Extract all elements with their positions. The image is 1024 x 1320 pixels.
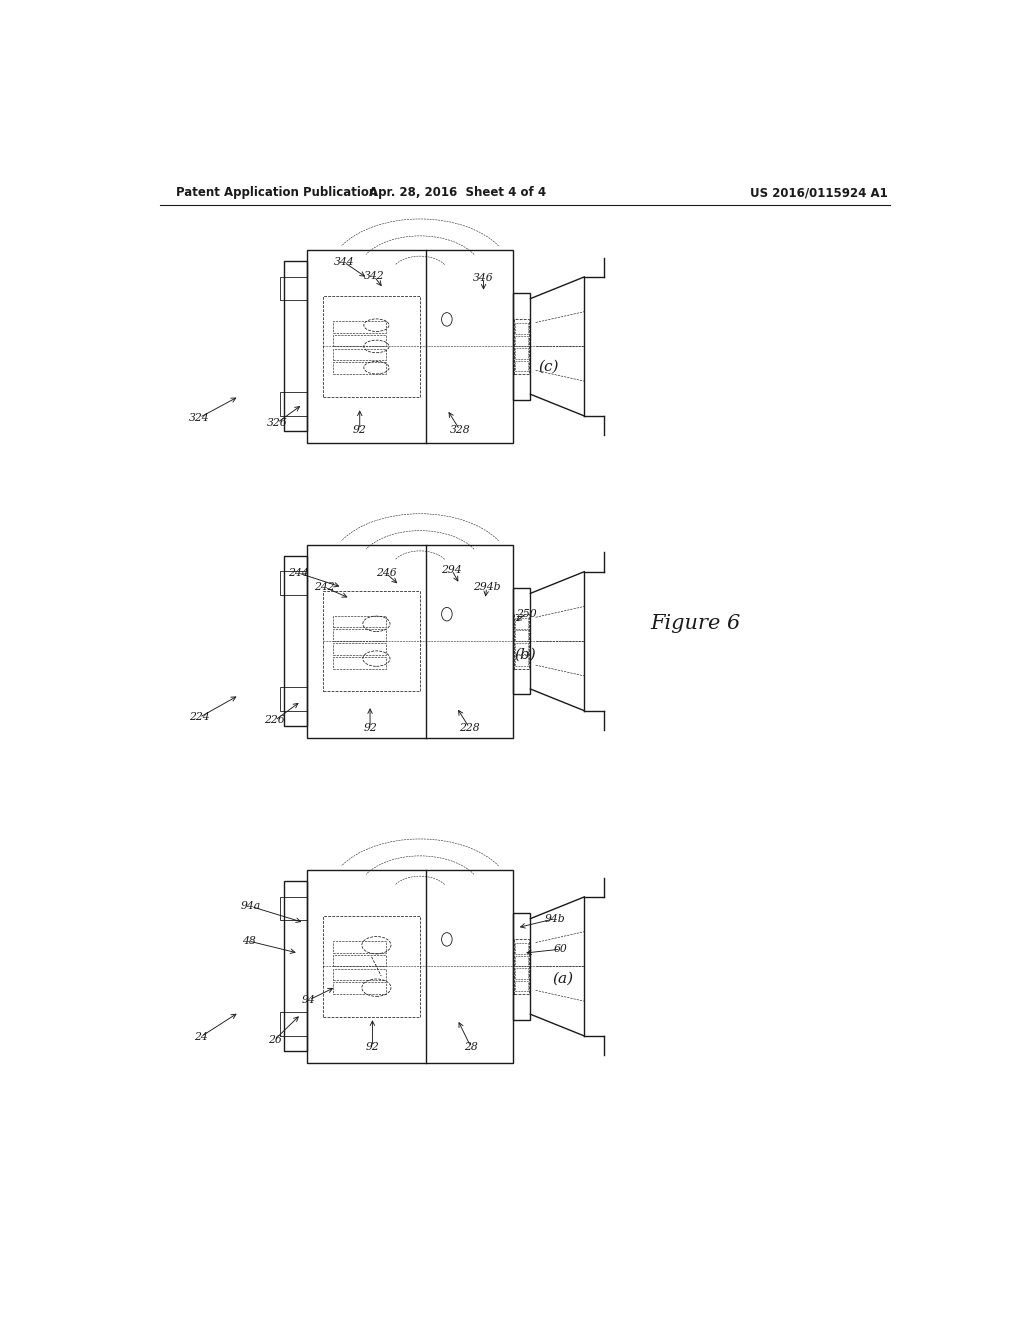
Text: 48: 48 <box>242 936 256 946</box>
Text: 60: 60 <box>554 944 567 954</box>
Bar <box>514 618 527 628</box>
Text: Figure 6: Figure 6 <box>650 614 740 634</box>
Bar <box>281 392 307 416</box>
Bar <box>514 319 528 374</box>
Text: 226: 226 <box>264 715 285 726</box>
Bar <box>333 321 386 333</box>
Bar <box>513 293 530 400</box>
Bar <box>514 968 527 979</box>
Bar <box>281 688 307 711</box>
Text: 244: 244 <box>289 568 309 578</box>
Bar <box>514 335 527 346</box>
Bar <box>514 655 527 667</box>
Bar <box>514 348 527 359</box>
Bar <box>281 896 307 920</box>
Bar <box>306 545 513 738</box>
Bar <box>306 249 513 444</box>
Bar <box>514 614 528 669</box>
Text: 26: 26 <box>268 1035 282 1044</box>
Text: 94a: 94a <box>241 902 261 912</box>
Bar <box>333 643 386 655</box>
Bar <box>514 939 528 994</box>
Text: 246: 246 <box>376 568 396 578</box>
Text: US 2016/0115924 A1: US 2016/0115924 A1 <box>750 186 888 199</box>
Bar <box>285 261 306 432</box>
Text: 92: 92 <box>366 1041 379 1052</box>
Text: 242: 242 <box>314 582 335 593</box>
Bar <box>333 630 386 642</box>
Bar <box>323 296 420 396</box>
Text: 224: 224 <box>189 713 210 722</box>
Bar <box>333 941 386 953</box>
Text: 324: 324 <box>189 413 210 422</box>
Text: 294: 294 <box>441 565 462 576</box>
Bar <box>333 335 386 346</box>
Text: 92: 92 <box>364 722 377 733</box>
Text: Patent Application Publication: Patent Application Publication <box>176 186 377 199</box>
Bar <box>513 913 530 1019</box>
Bar <box>333 348 386 360</box>
Bar <box>323 916 420 1016</box>
Text: 346: 346 <box>473 273 494 284</box>
Bar <box>514 360 527 371</box>
Bar <box>333 657 386 669</box>
Bar <box>333 615 386 627</box>
Bar <box>514 323 527 334</box>
Text: 228: 228 <box>459 722 479 733</box>
Text: (c): (c) <box>539 360 559 374</box>
Text: 250: 250 <box>516 609 537 619</box>
Bar <box>513 589 530 694</box>
Text: 94: 94 <box>302 995 315 1005</box>
Text: 326: 326 <box>267 417 288 428</box>
Bar <box>514 944 527 954</box>
Bar <box>281 572 307 595</box>
Bar <box>514 643 527 653</box>
Text: Apr. 28, 2016  Sheet 4 of 4: Apr. 28, 2016 Sheet 4 of 4 <box>369 186 546 199</box>
Bar <box>333 362 386 374</box>
Bar <box>323 591 420 692</box>
Bar <box>281 1012 307 1036</box>
Text: 328: 328 <box>450 425 470 434</box>
Text: 92: 92 <box>353 425 367 434</box>
Text: 94b: 94b <box>545 913 565 924</box>
Bar <box>281 277 307 301</box>
Bar <box>306 870 513 1063</box>
Bar <box>514 956 527 966</box>
Bar <box>333 982 386 994</box>
Text: (a): (a) <box>552 972 573 986</box>
Text: (b): (b) <box>514 647 536 661</box>
Bar <box>285 882 306 1052</box>
Text: 28: 28 <box>464 1041 478 1052</box>
Text: 294b: 294b <box>473 582 501 593</box>
Bar <box>514 981 527 991</box>
Bar <box>285 556 306 726</box>
Bar <box>333 954 386 966</box>
Text: 344: 344 <box>334 257 354 267</box>
Text: 24: 24 <box>195 1031 208 1041</box>
Bar <box>333 969 386 981</box>
Text: 342: 342 <box>364 272 384 281</box>
Bar <box>514 631 527 642</box>
